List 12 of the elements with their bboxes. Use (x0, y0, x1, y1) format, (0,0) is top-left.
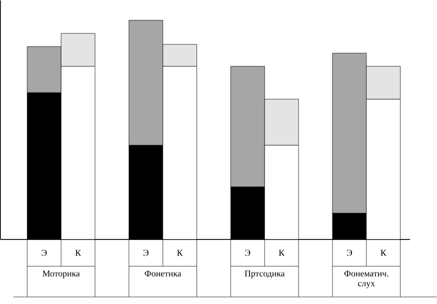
text: Фонетика (144, 270, 182, 277)
x-tick-label: К (380, 250, 386, 256)
text: Пртсодика (244, 270, 285, 278)
x-tick-label: Э (346, 250, 352, 256)
x-tick-label: Э (245, 250, 250, 256)
x-tick-label: Э (42, 250, 47, 256)
text: Моторика (42, 270, 80, 278)
x-tick-label: К (278, 250, 285, 256)
x-tick-label: К (75, 250, 82, 256)
text: Фонематич. слух (344, 270, 388, 288)
x-tick-label: К (177, 250, 183, 256)
x-tick-label: Э (143, 250, 148, 256)
